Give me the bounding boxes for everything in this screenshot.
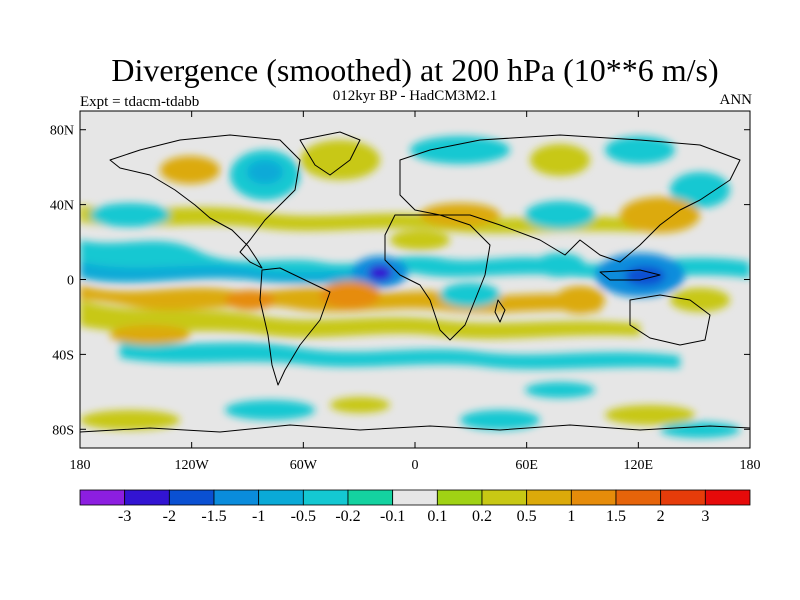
colorbar-label: 1 — [567, 508, 576, 525]
plot-subtitle: 012kyr BP - HadCM3M2.1 — [332, 88, 498, 104]
colorbar-swatch — [615, 489, 662, 506]
plot-title: Divergence (smoothed) at 200 hPa (10**6 … — [111, 52, 719, 88]
field-band-sh-yellow — [80, 300, 640, 339]
lat-tick-label: 40S — [52, 348, 74, 363]
lon-tick-label: 180 — [740, 458, 761, 473]
colorbar-label: 0.2 — [472, 508, 492, 525]
colorbar-swatch — [660, 489, 706, 506]
lon-tick-label: 60W — [290, 458, 318, 473]
lon-tick-label: 120W — [175, 458, 210, 473]
map-axes: 80N 40N 0 40S 80S 180 120W 60W 0 60E 120E 180 — [50, 111, 761, 473]
lon-tick-label: 60E — [515, 458, 538, 473]
field-band-nh-blue — [80, 262, 380, 284]
colorbar-swatch — [392, 489, 438, 506]
lat-tick-label: 0 — [67, 274, 74, 289]
coastlines — [80, 131, 750, 433]
colorbar — [79, 489, 751, 506]
colorbar-swatch — [213, 489, 260, 506]
colorbar-label: -1 — [251, 508, 266, 525]
divergence-field — [80, 136, 750, 438]
colorbar-label: 0.5 — [516, 508, 537, 525]
colorbar-label: -1.5 — [201, 508, 227, 525]
colorbar-label: 0.1 — [427, 508, 448, 525]
colorbar-swatch — [168, 489, 215, 506]
colorbar-swatch — [124, 489, 170, 506]
colorbar-label: -0.5 — [290, 508, 316, 525]
colorbar-swatch — [704, 489, 751, 506]
colorbar-label: -0.1 — [379, 508, 406, 525]
season-label: ANN — [719, 92, 753, 108]
colorbar-label: -3 — [117, 508, 132, 525]
lat-tick-label: 80S — [52, 423, 74, 438]
colorbar-swatch — [258, 489, 304, 506]
colorbar-swatch — [526, 489, 572, 506]
lon-tick-label: 0 — [412, 458, 419, 473]
lat-tick-label: 80N — [50, 124, 74, 139]
colorbar-swatch — [302, 489, 349, 506]
colorbar-swatch — [347, 489, 394, 506]
field-band-nh-yellow — [80, 205, 640, 234]
colorbar-swatch — [481, 489, 528, 506]
colorbar-swatch — [79, 489, 126, 506]
lon-tick-label: 180 — [70, 458, 91, 473]
colorbar-label: -0.2 — [335, 508, 361, 525]
colorbar-label: 1.5 — [606, 508, 626, 525]
lat-tick-label: 40N — [50, 199, 74, 214]
colorbar-label: 2 — [656, 508, 665, 525]
colorbar-label: 3 — [701, 508, 710, 525]
colorbar-swatch — [436, 489, 483, 506]
experiment-label: Expt = tdacm-tdabb — [80, 94, 200, 110]
lon-tick-label: 120E — [624, 458, 654, 473]
colorbar-label: -2 — [162, 508, 176, 525]
colorbar-swatch — [570, 489, 617, 506]
field-band-sh-teal — [120, 340, 680, 370]
